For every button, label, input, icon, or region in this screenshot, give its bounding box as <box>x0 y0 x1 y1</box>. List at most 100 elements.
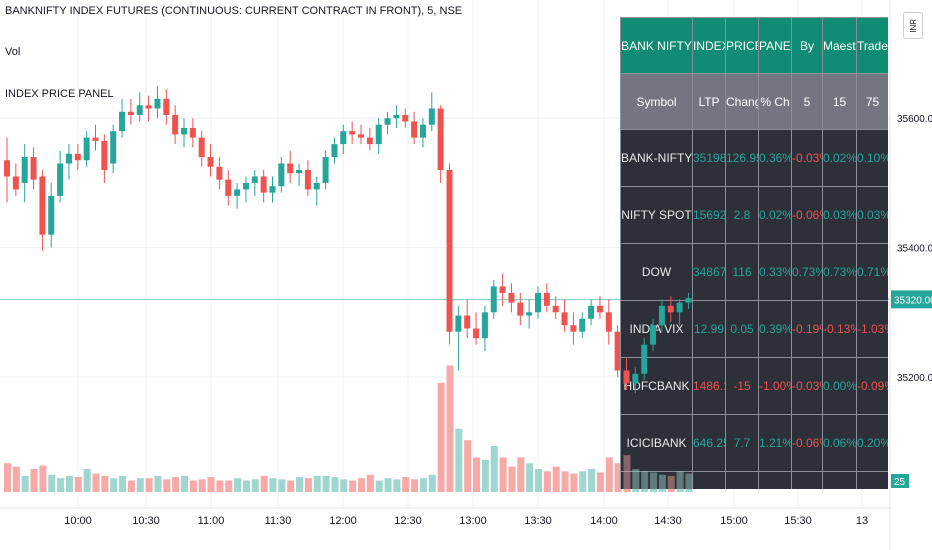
volume-bar <box>207 477 215 492</box>
panel-symbol-cell: ICICIBANK <box>620 414 693 472</box>
symbol-title[interactable]: BANKNIFTY INDEX FUTURES (CONTINUOUS: CUR… <box>5 5 463 17</box>
volume-bar <box>12 466 20 492</box>
volume-bar <box>614 463 622 492</box>
candle-body <box>473 328 480 339</box>
panel-value-cell: -1.03% <box>856 300 888 358</box>
candle-body <box>543 292 550 306</box>
volume-legend[interactable]: Vol <box>5 46 21 58</box>
panel-data-row: SBIN427.450.30.07%-0.06%0.04%0.23% <box>620 471 888 489</box>
candle-body <box>561 312 568 326</box>
candle-body <box>579 318 586 332</box>
panel-data-row: NIFTY SPOT15692.62.80.02%-0.06%0.03%0.03… <box>620 186 888 244</box>
volume-bar <box>234 478 242 492</box>
volume-bar <box>296 477 304 492</box>
panel-header-cell: Trader <box>856 17 888 74</box>
panel-value-cell: 34867 <box>692 243 726 301</box>
currency-label: INR <box>908 18 918 33</box>
panel-header-cell: INDEX <box>692 17 726 74</box>
panel-value-cell: 0.06% <box>822 414 857 472</box>
time-tick-label: 13:00 <box>459 515 487 527</box>
time-tick-label: 11:00 <box>198 515 225 527</box>
panel-symbol-cell: INDIA VIX <box>620 300 693 358</box>
candle-body <box>145 105 152 109</box>
panel-value-cell: 0.05 <box>725 300 759 358</box>
volume-bar <box>605 457 613 492</box>
candle-body <box>340 131 347 145</box>
candle-body <box>313 182 320 190</box>
price-axis: 35600.00 35400.00 35200.00 35320.00 25 <box>891 114 932 488</box>
candle-body <box>207 157 214 167</box>
panel-value-cell: 0.36% <box>758 129 792 187</box>
panel-subheader-cell: 75 <box>856 73 888 130</box>
price-tick-label: 35400.00 <box>897 244 932 255</box>
volume-bar <box>428 474 436 492</box>
price-tick-label: 35600.00 <box>897 114 932 125</box>
panel-value-cell: 427.45 <box>692 471 726 489</box>
volume-bar <box>269 478 277 492</box>
candle-body <box>278 163 285 187</box>
panel-subheader-cell: % Ch <box>758 73 792 130</box>
volume-bar <box>561 471 569 492</box>
volume-bar <box>65 475 73 492</box>
candle-body <box>552 305 559 313</box>
panel-value-cell: 12.99 <box>692 300 726 358</box>
volume-bar <box>189 480 197 492</box>
candle-body <box>588 305 595 319</box>
price-tick-label: 35200.00 <box>897 373 932 384</box>
panel-value-cell: -0.03% <box>791 357 823 415</box>
panel-value-cell: -0.09% <box>856 357 888 415</box>
panel-value-cell: 0.03% <box>856 186 888 244</box>
volume-bar <box>313 475 321 492</box>
volume-bar <box>225 480 233 492</box>
candle-body <box>490 286 497 313</box>
volume-bar <box>127 480 135 492</box>
panel-value-cell: 0.02% <box>758 186 792 244</box>
panel-value-cell: 0.10% <box>856 129 888 187</box>
panel-symbol-cell: DOW <box>620 243 693 301</box>
candle-body <box>101 140 108 170</box>
candle-body <box>154 98 161 109</box>
panel-value-cell: -0.06% <box>791 186 823 244</box>
panel-value-cell: 1486.1 <box>692 357 726 415</box>
volume-last-label: 25 <box>894 477 906 488</box>
volume-bar <box>30 469 38 492</box>
panel-value-cell: -0.06% <box>791 471 823 489</box>
candle-body <box>21 157 28 183</box>
panel-value-cell: 0.07% <box>758 471 792 489</box>
volume-bar <box>366 474 374 492</box>
panel-value-cell: -0.06% <box>791 414 823 472</box>
volume-bar <box>136 478 144 492</box>
candle-body <box>189 127 196 138</box>
candle-body <box>419 124 426 138</box>
candle-body <box>481 312 488 339</box>
volume-bar <box>411 479 419 492</box>
panel-data-row: BANK-NIFTY SPOT35198.9126.950.36%-0.03%0… <box>620 129 888 187</box>
candle-body <box>287 163 294 174</box>
panel-value-cell: 116 <box>725 243 759 301</box>
volume-bar <box>552 466 560 492</box>
candle-body <box>119 111 126 132</box>
currency-button[interactable]: INR <box>903 12 923 39</box>
candle-body <box>499 286 506 293</box>
candle-body <box>242 182 249 190</box>
time-tick-label: 12:30 <box>394 515 422 527</box>
volume-bar <box>322 475 330 492</box>
indicator-legend[interactable]: INDEX PRICE PANEL <box>5 88 114 100</box>
candle-body <box>136 105 143 115</box>
volume-bar <box>596 472 604 492</box>
panel-header-cell: By <box>791 17 823 74</box>
candle-body <box>74 153 81 161</box>
volume-bar <box>4 463 11 492</box>
panel-value-cell: 1.21% <box>758 414 792 472</box>
volume-bar <box>21 475 29 492</box>
time-tick-label: 10:00 <box>64 515 92 527</box>
candle-body <box>251 176 258 183</box>
candle-body <box>508 292 515 303</box>
candle-body <box>48 195 55 235</box>
time-tick-label: 14:00 <box>590 515 618 527</box>
panel-header-cell: Maestro <box>822 17 857 74</box>
candle-body <box>4 160 10 177</box>
time-tick-label: 10:30 <box>132 515 160 527</box>
